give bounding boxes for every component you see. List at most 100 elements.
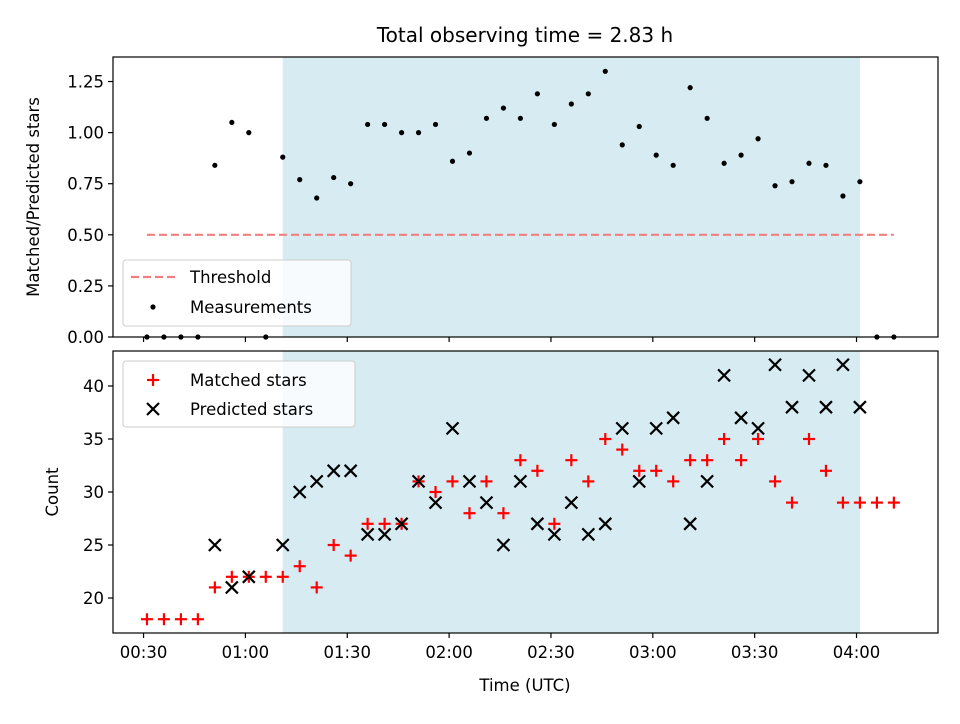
measurement-point [653,152,659,158]
matched-star-point [684,454,697,467]
measurement-point [857,179,863,185]
measurements-legend-label: Measurements [190,298,312,317]
predicted-star-point [666,411,680,425]
matched-star-point [819,464,832,477]
y-tick-label: 0.75 [67,175,104,194]
matched-star-point [802,432,815,445]
y-tick-label: 25 [83,536,104,555]
predicted-star-point [530,517,545,531]
matched-star-point [701,454,714,467]
matched-star-point [599,432,612,445]
matched-star-point [310,581,323,594]
measurement-point [823,162,829,168]
count-panel-x-ticks: 00:30 01:00 01:30 02:00 02:30 03:00 03:30 04:00 [120,633,881,662]
matched-star-point [463,507,476,520]
measurement-point [365,121,371,128]
predicted-star-point [581,527,596,542]
matched-star-point [191,613,204,626]
predicted-star-point [683,517,697,531]
predicted-star-point [785,400,799,414]
matched-star-point [633,464,646,477]
measurement-point [602,68,608,74]
y-tick-label: 40 [83,377,104,396]
measurement-point [297,177,303,183]
measurement-point [789,179,795,185]
predicted-star-point [360,527,375,542]
matched-star-point [208,581,221,594]
matched-star-point [276,570,289,583]
matched-star-point [786,496,799,509]
count-panel-series [140,358,900,626]
predicted-star-point [496,538,511,552]
matched-star-point [582,475,595,488]
matched-star-point [225,570,238,583]
predicted-star-point [564,495,579,510]
measurement-point [755,136,761,142]
measurement-point [551,121,557,128]
y-tick-label: 0.50 [67,226,104,245]
predicted-star-point [853,400,867,414]
measurement-point [517,115,524,121]
matched-star-point [718,432,731,445]
measurement-point [806,160,812,166]
matched-star-point [735,454,748,467]
x-tick-label: 02:30 [527,643,575,662]
measurements-legend-swatch [150,304,156,310]
y-tick-label: 0.00 [67,328,104,347]
count-panel-legend: Matched stars Predicted stars [122,360,356,428]
matched-star-point [259,570,272,583]
count-panel-y-label: Count [43,467,62,517]
predicted-star-point [513,474,528,489]
measurement-point [500,105,507,111]
matched-star-point [446,475,459,488]
y-tick-label: 1.00 [67,124,104,143]
measurement-point [687,85,693,91]
predicted-star-point [802,368,816,383]
measurement-point [331,174,337,181]
measurement-point [772,183,778,189]
predicted-star-point [479,495,494,510]
measurement-point [246,130,252,136]
measurement-point [229,119,235,126]
matched-star-point [752,432,765,445]
y-tick-label: 35 [83,430,104,449]
matched-star-point [870,496,883,509]
x-tick-label: 03:30 [731,643,779,662]
threshold-legend-label: Threshold [189,268,271,287]
matched-star-point [293,560,306,573]
matched-star-point [361,517,374,530]
predicted-star-point [768,358,782,372]
matched-star-point [480,475,493,488]
ratio-panel-legend: Threshold Measurements [122,259,352,327]
count-panel-shaded-span [282,351,860,633]
x-tick-label: 01:30 [323,643,371,662]
matched-star-point [157,613,170,626]
measurement-point [415,130,422,136]
matched-star-point [853,496,866,509]
ratio-panel-x-ticks [142,337,858,342]
x-tick-label: 00:30 [120,643,168,662]
predicted-star-point [377,527,392,542]
x-tick-label: 04:00 [833,643,881,662]
measurement-point [212,162,218,168]
predicted-star-point [394,517,409,531]
measurement-point [619,142,625,148]
predicted-star-point [343,464,358,478]
matched-star-point [344,549,357,562]
measurement-point [280,154,286,160]
count-panel-frame [112,350,939,634]
matched-stars-legend-label: Matched stars [190,371,307,390]
measurement-point [670,162,676,168]
predicted-stars-legend-label: Predicted stars [190,400,313,419]
count-panel-y-ticks: 20 25 30 35 40 [83,377,113,608]
x-tick-label: 01:00 [222,643,270,662]
predicted-star-point [632,474,647,489]
predicted-star-point [734,411,748,425]
measurement-point [466,150,473,156]
y-tick-label: 20 [83,589,104,608]
measurement-point [585,91,591,97]
x-tick-label: 03:00 [629,643,677,662]
measurement-point [704,115,710,121]
predicted-star-point [462,474,477,489]
matched-star-point [769,475,782,488]
